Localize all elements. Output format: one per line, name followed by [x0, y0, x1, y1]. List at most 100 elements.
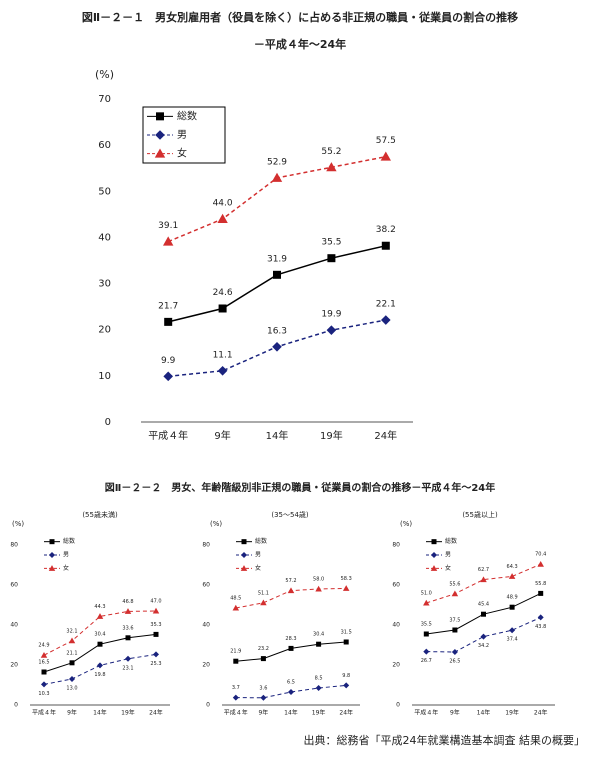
marker: [49, 552, 55, 558]
marker: [163, 236, 174, 246]
marker: [316, 641, 322, 647]
marker: [481, 611, 486, 617]
marker: [260, 599, 267, 606]
data-label: 9.8: [342, 673, 350, 679]
data-label: 21.7: [158, 301, 178, 311]
x-tick-label: 19年: [121, 709, 135, 717]
marker: [241, 539, 247, 545]
data-label: 55.6: [449, 581, 460, 587]
marker: [423, 631, 429, 637]
legend-label: 総数: [177, 109, 197, 122]
marker: [430, 565, 438, 571]
marker: [69, 660, 75, 666]
marker: [423, 648, 430, 655]
data-label: 57.5: [376, 136, 396, 146]
marker: [380, 151, 391, 161]
x-tick-label: 平成４年: [414, 709, 438, 717]
data-label: 51.0: [421, 591, 432, 597]
data-label: 32.1: [66, 628, 77, 634]
marker: [260, 694, 267, 701]
data-label: 55.8: [535, 581, 546, 587]
data-label: 9.9: [161, 356, 176, 366]
series-line: [235, 641, 347, 662]
y-tick-label: 0: [206, 702, 210, 709]
y-tick-label: 80: [392, 542, 400, 549]
data-label: 19.9: [321, 310, 341, 320]
marker: [271, 172, 283, 182]
marker: [509, 627, 516, 634]
marker: [451, 649, 458, 655]
y-tick-label: 40: [98, 232, 111, 243]
series-line: [43, 610, 157, 656]
legend-label: 女: [63, 564, 69, 572]
marker: [260, 656, 266, 662]
marker: [124, 608, 132, 614]
data-label: 39.1: [158, 221, 178, 231]
x-tick-label: 14年: [477, 709, 491, 717]
y-tick-label: 30: [98, 279, 111, 290]
data-label: 21.1: [66, 650, 77, 656]
source: 出典：総務省「平成24年就業構造基本調査 結果の概要」: [304, 733, 586, 747]
marker: [156, 112, 164, 121]
x-tick-label: 19年: [320, 429, 343, 442]
marker: [69, 676, 75, 682]
marker: [315, 685, 322, 691]
data-label: 55.2: [321, 147, 341, 157]
legend-box: [142, 106, 226, 164]
y-tick-label: 60: [202, 582, 210, 589]
marker: [509, 604, 515, 610]
marker: [537, 614, 544, 621]
marker: [232, 694, 239, 701]
legend-label: 男: [63, 552, 69, 559]
marker: [326, 325, 337, 335]
y-tick-label: 80: [10, 542, 18, 549]
data-label: 23.2: [258, 646, 269, 652]
marker: [381, 315, 391, 325]
x-tick-label: 9年: [258, 709, 268, 717]
y-axis-label: (%): [400, 520, 412, 528]
y-tick-label: 50: [98, 186, 111, 197]
legend-label: 総数: [255, 537, 267, 545]
data-label: 24.9: [38, 643, 49, 649]
marker: [241, 552, 247, 558]
data-label: 22.1: [376, 300, 396, 310]
data-label: 11.1: [213, 350, 233, 360]
marker: [287, 587, 295, 594]
data-label: 38.2: [376, 225, 396, 235]
legend-label: 女: [445, 564, 451, 572]
data-label: 51.1: [258, 590, 269, 596]
y-tick-label: 0: [14, 702, 18, 709]
marker: [97, 641, 103, 647]
data-label: 8.5: [315, 676, 323, 682]
marker: [342, 585, 350, 591]
x-tick-label: 19年: [505, 709, 519, 717]
marker: [452, 627, 458, 633]
marker: [164, 317, 173, 326]
marker: [232, 604, 240, 611]
marker: [451, 590, 459, 597]
data-label: 37.4: [507, 637, 518, 643]
data-label: 31.9: [267, 254, 287, 264]
data-label: 57.2: [285, 578, 296, 584]
marker: [218, 304, 227, 313]
legend-label: 総数: [63, 537, 75, 545]
x-tick-label: 19年: [312, 709, 326, 717]
marker: [537, 560, 544, 567]
data-label: 28.3: [285, 636, 296, 642]
x-tick-label: 24年: [374, 429, 397, 442]
marker: [431, 539, 437, 545]
data-label: 70.4: [535, 552, 546, 558]
data-label: 35.5: [321, 238, 341, 248]
data-label: 34.2: [478, 643, 489, 649]
y-tick-label: 80: [202, 542, 210, 549]
data-label: 16.3: [267, 326, 287, 336]
data-label: 31.5: [341, 630, 352, 636]
data-label: 6.5: [287, 680, 295, 686]
data-label: 3.6: [259, 685, 267, 691]
marker: [423, 599, 430, 606]
marker: [40, 651, 48, 658]
data-label: 52.9: [267, 157, 287, 167]
chart-subtitle: (35～54歳): [271, 510, 309, 519]
marker: [41, 681, 47, 688]
marker: [163, 371, 173, 382]
